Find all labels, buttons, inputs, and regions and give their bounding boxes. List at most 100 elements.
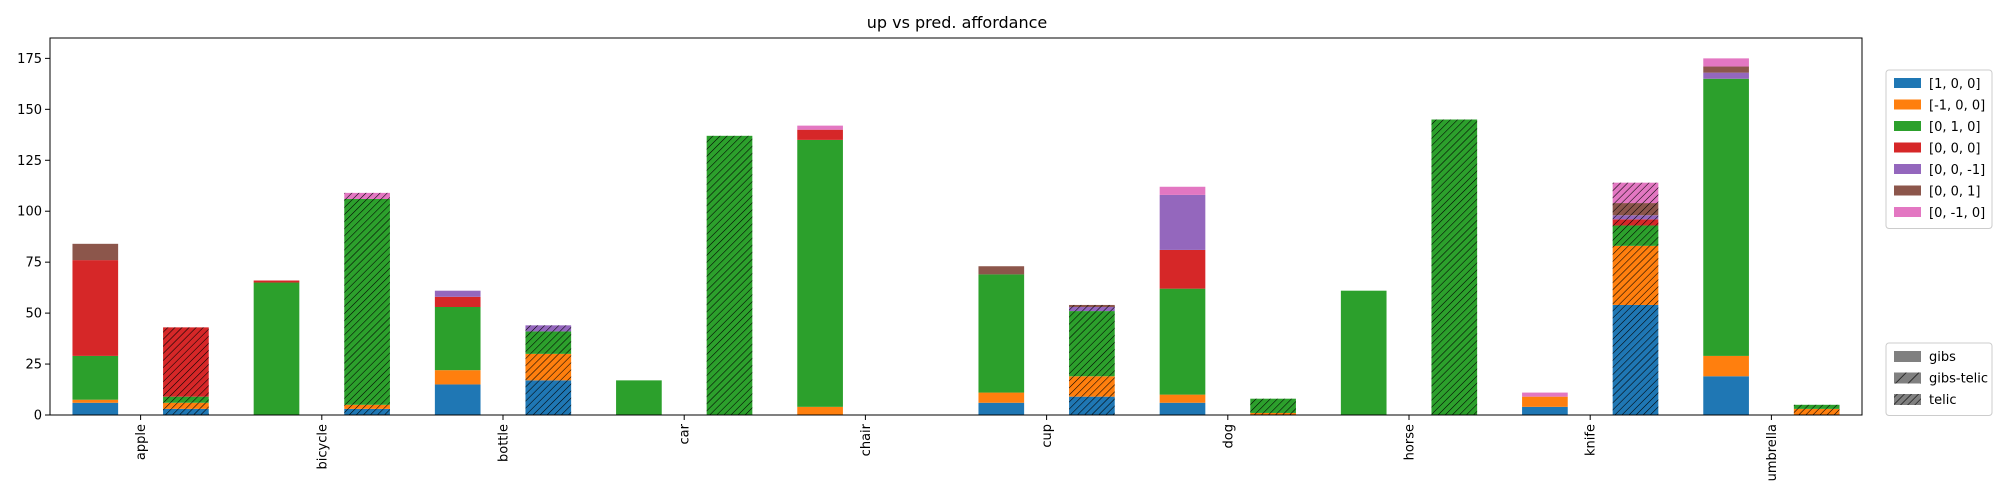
x-tick-label-chair: chair bbox=[859, 423, 874, 456]
bar-segment-umbrella-gibs-5 bbox=[1703, 66, 1749, 73]
legend-swatch-2 bbox=[1894, 121, 1921, 131]
bar-hatch-cup-telic-4 bbox=[1069, 306, 1115, 312]
bar-segment-chair-gibs-1 bbox=[797, 406, 843, 415]
bar-hatch-knife-telic-1 bbox=[1612, 245, 1659, 305]
bar-segment-dog-gibs-6 bbox=[1159, 186, 1206, 195]
bar-segment-cup-gibs-1 bbox=[978, 392, 1025, 403]
bar-segment-umbrella-gibs-6 bbox=[1703, 58, 1749, 67]
legend-swatch-3 bbox=[1894, 142, 1921, 153]
y-tick-label: 25 bbox=[25, 358, 42, 373]
bar-segment-chair-gibs-3 bbox=[797, 129, 843, 140]
bar-hatch-umbrella-telic-1 bbox=[1793, 408, 1840, 415]
bar-segment-knife-gibs-1 bbox=[1522, 396, 1568, 407]
bar-segment-umbrella-gibs-0 bbox=[1703, 376, 1749, 415]
x-tick-label-dog: dog bbox=[1221, 424, 1236, 448]
bar-hatch-knife-telic-0 bbox=[1612, 304, 1659, 415]
legend-swatch-1 bbox=[1894, 99, 1921, 110]
group-label-telic: telic bbox=[1929, 393, 1956, 408]
bar-hatch-bottle-telic-1 bbox=[525, 353, 572, 381]
bar-segment-bicycle-gibs-3 bbox=[253, 280, 300, 283]
bar-segment-horse-gibs-2 bbox=[1340, 290, 1387, 415]
bar-segment-chair-gibs-6 bbox=[797, 125, 843, 130]
bar-hatch-cup-telic-0 bbox=[1069, 396, 1115, 415]
bar-hatch-cup-telic-2 bbox=[1069, 311, 1115, 377]
x-tick-label-bicycle: bicycle bbox=[315, 424, 330, 469]
bar-segment-apple-gibs-0 bbox=[72, 402, 119, 415]
bar-segment-apple-gibs-3 bbox=[72, 260, 119, 356]
x-tick-label-cup: cup bbox=[1040, 424, 1055, 448]
x-tick-label-knife: knife bbox=[1584, 424, 1599, 456]
bar-segment-dog-gibs-4 bbox=[1159, 194, 1206, 250]
y-tick-label: 125 bbox=[17, 154, 42, 169]
bar-segment-umbrella-gibs-1 bbox=[1703, 355, 1749, 377]
bar-hatch-apple-telic-2 bbox=[163, 396, 209, 403]
bar-segment-car-gibs-2 bbox=[616, 380, 662, 415]
legend-swatch-6 bbox=[1894, 207, 1921, 217]
y-tick-label: 75 bbox=[25, 256, 42, 271]
bar-hatch-bottle-telic-2 bbox=[525, 331, 572, 354]
group-label-gibs: gibs bbox=[1929, 350, 1956, 365]
axes-layer: 0 25 50 75 100 125 150 175 apple bicycle bottle car… bbox=[17, 37, 1863, 481]
bar-segment-bottle-gibs-4 bbox=[434, 290, 481, 297]
bar-hatch-bicycle-telic-6 bbox=[344, 192, 390, 199]
bar-hatch-bicycle-telic-2 bbox=[344, 198, 390, 405]
bar-segment-chair-gibs-2 bbox=[797, 139, 843, 407]
legend: [1, 0, 0] [-1, 0, 0] [0, 1, 0] [0, 0, 0] [0,… bbox=[1885, 69, 1993, 416]
bar-segment-bottle-gibs-3 bbox=[434, 296, 481, 307]
x-tick-label-apple: apple bbox=[134, 424, 149, 460]
chart-title: up vs pred. affordance bbox=[867, 13, 1047, 32]
bar-hatch-car-telic-2 bbox=[706, 135, 753, 415]
bar-segment-apple-gibs-5 bbox=[72, 243, 119, 261]
x-tick-label-car: car bbox=[678, 423, 693, 444]
legend-label-3: [0, 0, 0] bbox=[1929, 142, 1981, 157]
y-tick-label: 175 bbox=[17, 52, 42, 67]
bar-hatch-bicycle-telic-1 bbox=[344, 404, 390, 409]
bar-segment-bicycle-gibs-2 bbox=[253, 282, 300, 415]
y-tick-label: 100 bbox=[17, 205, 42, 220]
bar-segment-apple-gibs-1 bbox=[72, 399, 119, 403]
x-tick-label-bottle: bottle bbox=[497, 424, 512, 462]
bar-hatch-dog-telic-1 bbox=[1250, 412, 1296, 415]
bar-hatch-apple-telic-3 bbox=[163, 327, 209, 397]
bar-hatch-cup-telic-5 bbox=[1069, 304, 1115, 307]
bar-hatch-knife-telic-3 bbox=[1612, 219, 1659, 226]
bar-hatch-horse-telic-2 bbox=[1431, 119, 1478, 415]
legend-label-1: [-1, 0, 0] bbox=[1929, 99, 1985, 114]
legend-swatch-5 bbox=[1894, 185, 1921, 196]
bar-segment-knife-gibs-6 bbox=[1522, 392, 1568, 397]
bar-hatch-bicycle-telic-0 bbox=[344, 408, 390, 415]
bar-segment-umbrella-gibs-2 bbox=[1703, 78, 1749, 356]
bar-hatch-umbrella-telic-2 bbox=[1793, 404, 1840, 409]
legend-label-0: [1, 0, 0] bbox=[1929, 77, 1981, 92]
bar-segment-apple-gibs-2 bbox=[72, 355, 119, 400]
group-swatch-hatch-gibs-telic bbox=[1894, 372, 1921, 384]
y-tick-label: 150 bbox=[17, 103, 42, 118]
legend-label-6: [0, -1, 0] bbox=[1929, 206, 1985, 221]
bar-hatch-apple-telic-1 bbox=[163, 402, 209, 409]
bar-hatch-bottle-telic-0 bbox=[525, 380, 572, 415]
group-swatch-hatch-telic bbox=[1894, 394, 1921, 405]
bar-segment-dog-gibs-1 bbox=[1159, 394, 1206, 403]
bar-segment-cup-gibs-2 bbox=[978, 274, 1025, 393]
bar-segment-bottle-gibs-1 bbox=[434, 370, 481, 385]
bar-segment-cup-gibs-0 bbox=[978, 402, 1025, 415]
x-tick-label-umbrella: umbrella bbox=[1765, 424, 1780, 481]
bar-hatch-knife-telic-2 bbox=[1612, 225, 1659, 246]
group-swatch-gibs bbox=[1894, 351, 1921, 362]
bar-segment-umbrella-gibs-4 bbox=[1703, 72, 1749, 79]
bar-hatch-knife-telic-4 bbox=[1612, 215, 1659, 220]
bars-layer bbox=[72, 58, 1840, 415]
legend-label-2: [0, 1, 0] bbox=[1929, 120, 1981, 135]
bar-hatch-cup-telic-1 bbox=[1069, 376, 1115, 397]
bar-segment-knife-gibs-0 bbox=[1522, 406, 1568, 415]
bar-hatch-knife-telic-5 bbox=[1612, 203, 1659, 216]
bar-segment-cup-gibs-5 bbox=[978, 266, 1025, 275]
bar-segment-dog-gibs-0 bbox=[1159, 402, 1206, 415]
bar-segment-dog-gibs-2 bbox=[1159, 288, 1206, 395]
y-tick-label: 0 bbox=[34, 409, 42, 424]
bar-segment-bottle-gibs-2 bbox=[434, 306, 481, 371]
y-tick-label: 50 bbox=[25, 307, 42, 322]
plot-frame bbox=[49, 37, 1863, 416]
legend-label-4: [0, 0, -1] bbox=[1929, 163, 1985, 178]
bar-segment-bottle-gibs-0 bbox=[434, 384, 481, 415]
